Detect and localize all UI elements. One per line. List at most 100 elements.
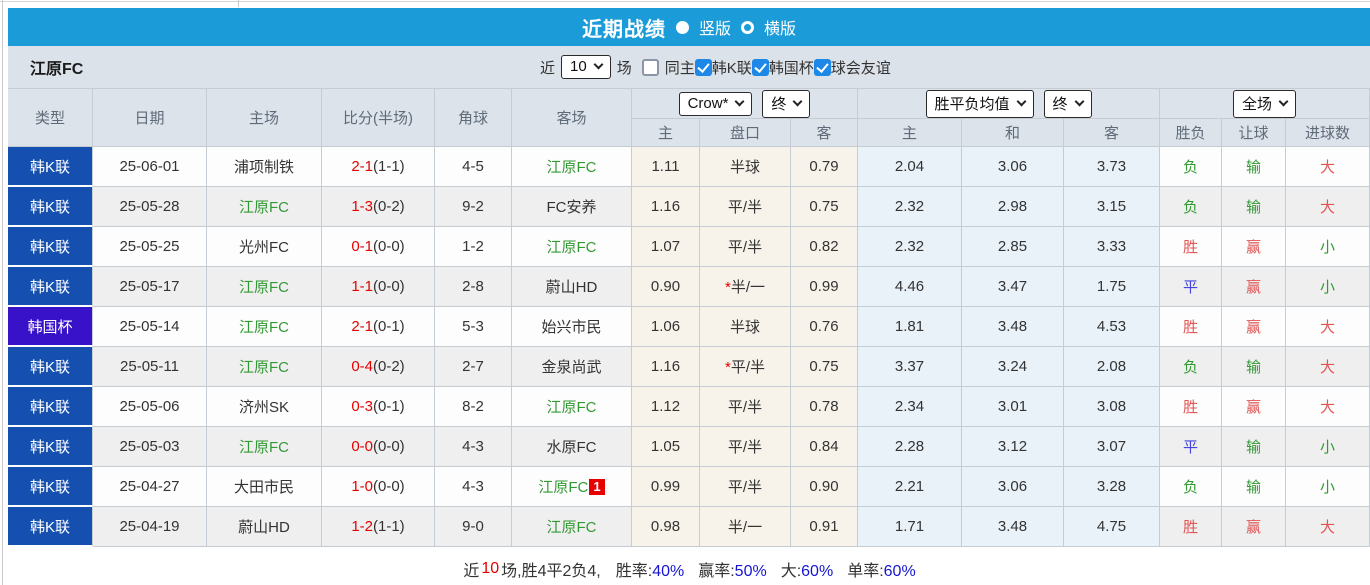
date-cell: 25-06-01 — [93, 147, 207, 187]
ah-home-odds: 1.12 — [632, 387, 700, 427]
odds-draw: 2.85 — [962, 227, 1065, 267]
bookmaker-time-value: 终 — [771, 95, 787, 113]
layout-horizontal-label[interactable]: 横版 — [764, 21, 797, 38]
odds-home: 2.32 — [858, 187, 963, 227]
col-header-odds-home: 主 — [858, 119, 963, 147]
odds-home: 3.37 — [858, 347, 963, 387]
type-cell: 韩国杯 — [8, 307, 93, 347]
ah-line: 半/一 — [700, 507, 791, 547]
col-header-odds-draw: 和 — [962, 119, 1065, 147]
ah-line: *平/半 — [700, 347, 791, 387]
ah-away-odds: 0.76 — [791, 307, 859, 347]
col-header-result-wdl: 胜负 — [1160, 119, 1223, 147]
top-tick — [238, 0, 239, 7]
chevron-down-icon — [1016, 96, 1026, 106]
corner-cell: 2-8 — [435, 267, 512, 307]
league-filter-checkbox-cup[interactable] — [751, 58, 769, 76]
match-row: 韩K联 25-05-25 光州FC 0-1(0-0) 1-2 江原FC 1.07 平/半 0.8… — [8, 227, 1370, 267]
col-header-corner: 角球 — [435, 89, 512, 147]
layout-vertical-label[interactable]: 竖版 — [698, 21, 731, 38]
result-handicap: 赢 — [1222, 267, 1287, 307]
away-team-cell: 蔚山HD — [512, 267, 632, 307]
date-cell: 25-05-25 — [93, 227, 207, 267]
ah-home-odds: 1.11 — [632, 147, 700, 187]
away-team-cell: 金泉尚武 — [512, 347, 632, 387]
date-cell: 25-05-28 — [93, 187, 207, 227]
ah-line: 平/半 — [700, 467, 791, 507]
odds-draw: 2.98 — [962, 187, 1065, 227]
ah-home-odds: 1.06 — [632, 307, 700, 347]
type-cell: 韩K联 — [8, 347, 93, 387]
away-team-cell: 江原FC — [512, 507, 632, 547]
result-handicap: 输 — [1222, 147, 1287, 187]
same-venue-checkbox[interactable] — [641, 58, 659, 76]
home-team-cell: 江原FC — [207, 307, 322, 347]
bookmaker-time-select[interactable]: 终 — [762, 89, 811, 118]
score-cell: 1-3(0-2) — [322, 187, 435, 227]
col-header-score: 比分(半场) — [322, 89, 435, 147]
result-wdl: 负 — [1160, 467, 1223, 507]
avg-select[interactable]: 胜平负均值 — [925, 89, 1034, 118]
home-team-cell: 浦项制铁 — [207, 147, 322, 187]
score-cell: 1-2(1-1) — [322, 507, 435, 547]
col-header-ah-home: 主 — [632, 119, 700, 147]
ah-away-odds: 0.75 — [791, 187, 859, 227]
layout-vertical-radio[interactable] — [675, 20, 689, 34]
panel-title: 近期战绩 — [581, 18, 666, 41]
recent-count-value: 10 — [570, 58, 587, 75]
left-border — [2, 0, 3, 585]
away-team-cell: 始兴市民 — [512, 307, 632, 347]
filter-bar: 江原FC 近 10 场 同主 韩K联 韩国杯 球会友谊 — [8, 46, 1370, 88]
col-header-date: 日期 — [93, 89, 207, 147]
result-goals: 大 — [1286, 347, 1370, 387]
ah-away-odds: 0.75 — [791, 347, 859, 387]
col-header-result-goals: 进球数 — [1286, 119, 1370, 147]
result-wdl: 胜 — [1160, 387, 1223, 427]
summary-stat-handicap: 赢率:50% — [698, 563, 767, 580]
away-team-cell: FC安养 — [512, 187, 632, 227]
type-cell: 韩K联 — [8, 387, 93, 427]
scope-select[interactable]: 全场 — [1233, 89, 1297, 118]
recent-count-select[interactable]: 10 — [561, 55, 611, 79]
red-card-badge: 1 — [589, 479, 605, 495]
league-filter-checkbox-friendly[interactable] — [813, 58, 831, 76]
avg-time-select[interactable]: 终 — [1043, 89, 1092, 118]
bookmaker-select[interactable]: Crow* — [678, 91, 753, 116]
result-group-header: 全场 — [1160, 89, 1370, 119]
result-handicap: 输 — [1222, 187, 1287, 227]
odds-draw: 3.06 — [962, 147, 1065, 187]
odds-draw: 3.01 — [962, 387, 1065, 427]
league-filter-label-cup: 韩国杯 — [768, 59, 814, 77]
result-wdl: 胜 — [1160, 227, 1223, 267]
match-row: 韩K联 25-05-17 江原FC 1-1(0-0) 2-8 蔚山HD 0.90 *半/一 0.… — [8, 267, 1370, 307]
odds-draw: 3.48 — [962, 507, 1065, 547]
ah-home-odds: 0.90 — [632, 267, 700, 307]
ah-line: 半球 — [700, 147, 791, 187]
date-cell: 25-05-03 — [93, 427, 207, 467]
result-goals: 大 — [1286, 387, 1370, 427]
odds-away: 4.53 — [1064, 307, 1161, 347]
ah-home-odds: 1.16 — [632, 347, 700, 387]
result-handicap: 赢 — [1222, 227, 1287, 267]
ah-away-odds: 0.90 — [791, 467, 859, 507]
match-row: 韩K联 25-04-19 蔚山HD 1-2(1-1) 9-0 江原FC 0.98 半/一 0.9… — [8, 507, 1370, 547]
result-goals: 大 — [1286, 187, 1370, 227]
type-cell: 韩K联 — [8, 467, 93, 507]
summary-bar: 近 10 场,胜4平2负4, 胜率:40% 赢率:50% 大:60% 单率:60% — [8, 553, 1370, 585]
result-wdl: 平 — [1160, 267, 1223, 307]
result-goals: 大 — [1286, 307, 1370, 347]
chevron-down-icon — [593, 59, 604, 70]
score-cell: 1-1(0-0) — [322, 267, 435, 307]
layout-horizontal-radio[interactable] — [741, 20, 754, 34]
type-cell: 韩K联 — [8, 227, 93, 267]
odds-away: 3.28 — [1064, 467, 1161, 507]
home-team-cell: 江原FC — [207, 267, 322, 307]
corner-cell: 4-3 — [435, 427, 512, 467]
ah-home-odds: 0.99 — [632, 467, 700, 507]
recent-label: 近 — [540, 59, 556, 77]
home-team-cell: 蔚山HD — [207, 507, 322, 547]
league-filter-checkbox-kleague[interactable] — [694, 58, 712, 76]
away-team-cell: 江原FC 1 — [512, 467, 632, 507]
match-row: 韩K联 25-04-27 大田市民 1-0(0-0) 4-3 江原FC 1 0.99 平/半 0.… — [8, 467, 1370, 507]
result-goals: 小 — [1286, 427, 1370, 467]
